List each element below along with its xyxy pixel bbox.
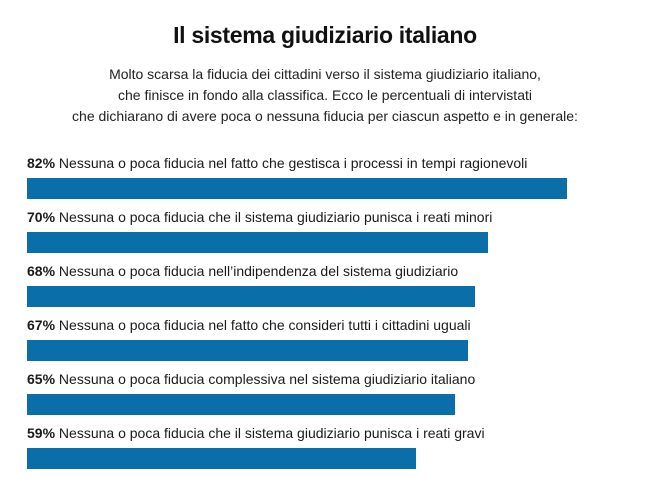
bar bbox=[27, 448, 416, 469]
bar-value-label: 59% bbox=[27, 425, 56, 441]
chart-subtitle: Molto scarsa la fiducia dei cittadini ve… bbox=[0, 64, 650, 127]
bar-value-label: 82% bbox=[27, 155, 56, 171]
bar bbox=[27, 178, 567, 199]
subtitle-line: che finisce in fondo alla classifica. Ec… bbox=[118, 87, 532, 103]
bar-label: 59% Nessuna o poca fiducia che il sistem… bbox=[27, 425, 485, 441]
bar-category-label: Nessuna o poca fiducia che il sistema gi… bbox=[55, 425, 485, 441]
subtitle-line: che dichiarano di avere poca o nessuna f… bbox=[72, 108, 578, 124]
bar-category-label: Nessuna o poca fiducia nell’indipendenza… bbox=[55, 263, 459, 279]
bar bbox=[27, 286, 475, 307]
bar bbox=[27, 394, 455, 415]
bar-value-label: 70% bbox=[27, 209, 56, 225]
bar-category-label: Nessuna o poca fiducia complessiva nel s… bbox=[55, 371, 476, 387]
bar-value-label: 67% bbox=[27, 317, 56, 333]
subtitle-line: Molto scarsa la fiducia dei cittadini ve… bbox=[109, 66, 541, 82]
bar-value-label: 68% bbox=[27, 263, 56, 279]
bar bbox=[27, 340, 468, 361]
bar-label: 70% Nessuna o poca fiducia che il sistem… bbox=[27, 209, 492, 225]
bar-category-label: Nessuna o poca fiducia che il sistema gi… bbox=[55, 209, 493, 225]
bar-label: 67% Nessuna o poca fiducia nel fatto che… bbox=[27, 317, 471, 333]
bar bbox=[27, 232, 488, 253]
chart-title: Il sistema giudiziario italiano bbox=[173, 22, 477, 48]
bar-label: 82% Nessuna o poca fiducia nel fatto che… bbox=[27, 155, 527, 171]
bar-category-label: Nessuna o poca fiducia nel fatto che ges… bbox=[55, 155, 528, 171]
bar-label: 68% Nessuna o poca fiducia nell’indipend… bbox=[27, 263, 458, 279]
bar-value-label: 65% bbox=[27, 371, 56, 387]
bar-category-label: Nessuna o poca fiducia nel fatto che con… bbox=[55, 317, 471, 333]
bar-label: 65% Nessuna o poca fiducia complessiva n… bbox=[27, 371, 475, 387]
